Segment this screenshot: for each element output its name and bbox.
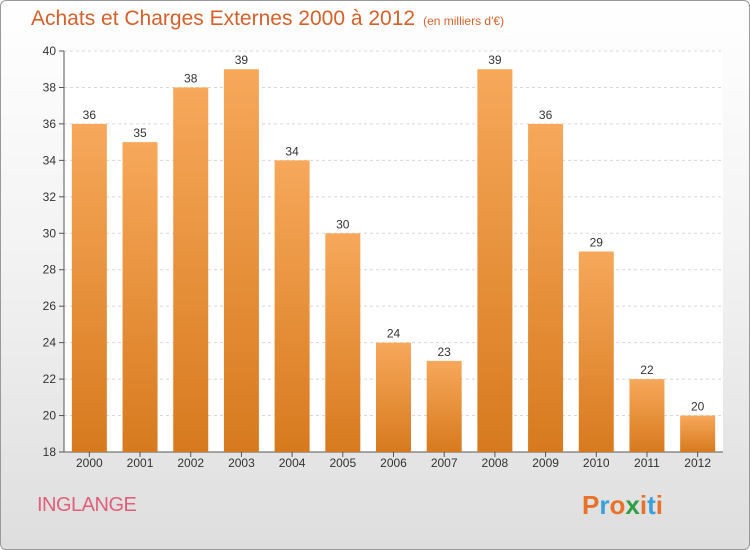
x-tick-label: 2009 <box>532 456 559 470</box>
logo-letter: o <box>609 490 626 520</box>
x-tick-label: 2006 <box>380 456 407 470</box>
x-tick-label: 2011 <box>634 456 660 470</box>
bar <box>528 123 564 452</box>
bar <box>173 87 209 453</box>
x-tick-label: 2003 <box>228 456 255 470</box>
data-label: 22 <box>640 363 654 377</box>
logo-letter: t <box>647 490 656 520</box>
x-tick-label: 2001 <box>127 456 154 470</box>
y-tick-label: 40 <box>43 44 57 58</box>
bar <box>680 415 716 452</box>
x-tick-label: 2000 <box>76 456 103 470</box>
chart-title-text: Achats et Charges Externes 2000 à 2012 <box>31 7 416 30</box>
bar <box>578 251 614 452</box>
bar <box>426 360 462 452</box>
data-label: 35 <box>133 126 147 140</box>
bar <box>274 160 310 452</box>
y-tick-label: 34 <box>43 153 57 167</box>
logo-letter: x <box>625 490 640 520</box>
data-label: 36 <box>83 108 97 122</box>
x-tick-label: 2008 <box>482 456 509 470</box>
bar <box>71 123 107 452</box>
y-tick-label: 22 <box>43 372 57 386</box>
data-label: 38 <box>184 71 198 85</box>
y-tick-label: 38 <box>43 80 57 94</box>
x-tick-label: 2005 <box>329 456 356 470</box>
y-tick-label: 20 <box>43 409 57 423</box>
bar <box>325 233 361 452</box>
bar <box>629 379 665 452</box>
logo-letter: i <box>639 490 648 520</box>
chart-title: Achats et Charges Externes 2000 à 2012 (e… <box>31 7 504 31</box>
x-tick-label: 2002 <box>177 456 204 470</box>
data-label: 23 <box>438 345 452 359</box>
y-tick-label: 26 <box>43 299 57 313</box>
data-label: 24 <box>387 327 401 341</box>
logo-letter: r <box>599 490 610 520</box>
data-label: 34 <box>285 144 299 158</box>
x-tick-label: 2004 <box>279 456 306 470</box>
data-label: 36 <box>539 108 553 122</box>
data-label: 29 <box>590 236 604 250</box>
proxiti-logo: Proxiti <box>582 490 663 521</box>
x-tick-label: 2007 <box>431 456 458 470</box>
x-tick-label: 2010 <box>583 456 610 470</box>
y-tick-label: 18 <box>43 445 57 459</box>
x-tick-label: 2012 <box>684 456 711 470</box>
bar <box>223 69 259 453</box>
data-label: 39 <box>488 53 502 67</box>
y-tick-label: 28 <box>43 263 57 277</box>
y-tick-label: 32 <box>43 190 57 204</box>
commune-name: INGLANGE <box>37 494 137 516</box>
bar <box>122 142 158 453</box>
y-tick-label: 30 <box>43 226 57 240</box>
logo-letter: i <box>655 490 663 520</box>
y-tick-label: 36 <box>43 117 57 131</box>
logo-letter: P <box>582 490 600 520</box>
chart-subtitle: (en milliers d'€) <box>423 14 505 28</box>
bar <box>477 69 513 453</box>
data-label: 30 <box>336 217 350 231</box>
bar <box>376 342 411 452</box>
data-label: 39 <box>235 53 249 67</box>
y-tick-label: 24 <box>43 336 57 350</box>
data-label: 20 <box>691 400 705 414</box>
